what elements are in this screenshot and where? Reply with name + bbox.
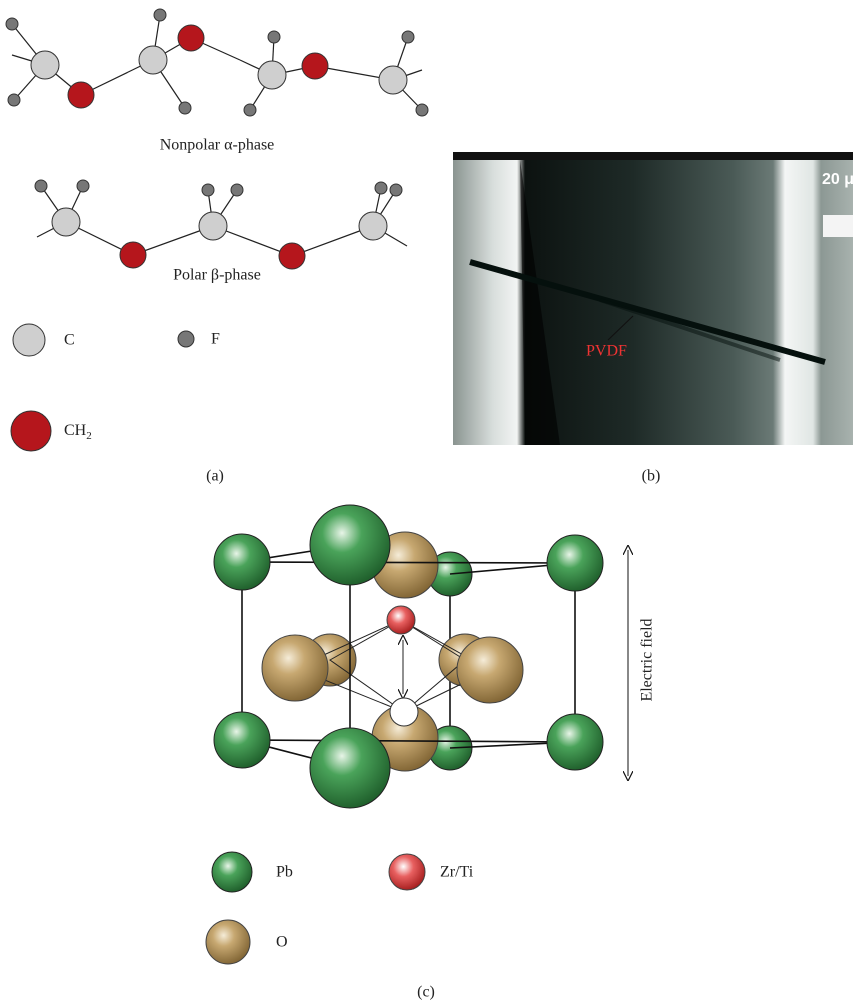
- electric-field-label: Electric field: [639, 618, 656, 701]
- alpha-label: Nonpolar α-phase: [160, 137, 275, 154]
- micrograph: 20 μm PVDF: [453, 152, 853, 445]
- ch2-main: CH: [64, 422, 87, 439]
- caption-a: (a): [206, 468, 224, 485]
- legend-f: F: [211, 331, 220, 348]
- legend-c-swatch: [12, 323, 46, 357]
- legend-c: C: [64, 332, 75, 349]
- beta-chain: [34, 179, 408, 270]
- pvdf-label: PVDF: [586, 343, 627, 360]
- legend-ch2: CH2: [64, 422, 92, 442]
- caption-b: (b): [642, 468, 661, 485]
- beta-label: Polar β-phase: [173, 267, 261, 284]
- legend-pb: Pb: [276, 864, 293, 881]
- legend-zrti: Zr/Ti: [440, 864, 474, 881]
- legend-ch2-swatch: [10, 410, 52, 452]
- legend-f-swatch: [177, 330, 195, 348]
- legend-zrti-swatch: [388, 853, 426, 891]
- ch2-sub: 2: [86, 430, 92, 442]
- legend-o-swatch: [205, 919, 251, 965]
- scale-bar-label: 20 μm: [822, 171, 853, 188]
- unit-cell: [213, 504, 628, 809]
- legend-o: O: [276, 934, 288, 951]
- legend-pb-swatch: [211, 851, 253, 893]
- alpha-chain: [5, 8, 429, 117]
- caption-c: (c): [417, 984, 435, 1001]
